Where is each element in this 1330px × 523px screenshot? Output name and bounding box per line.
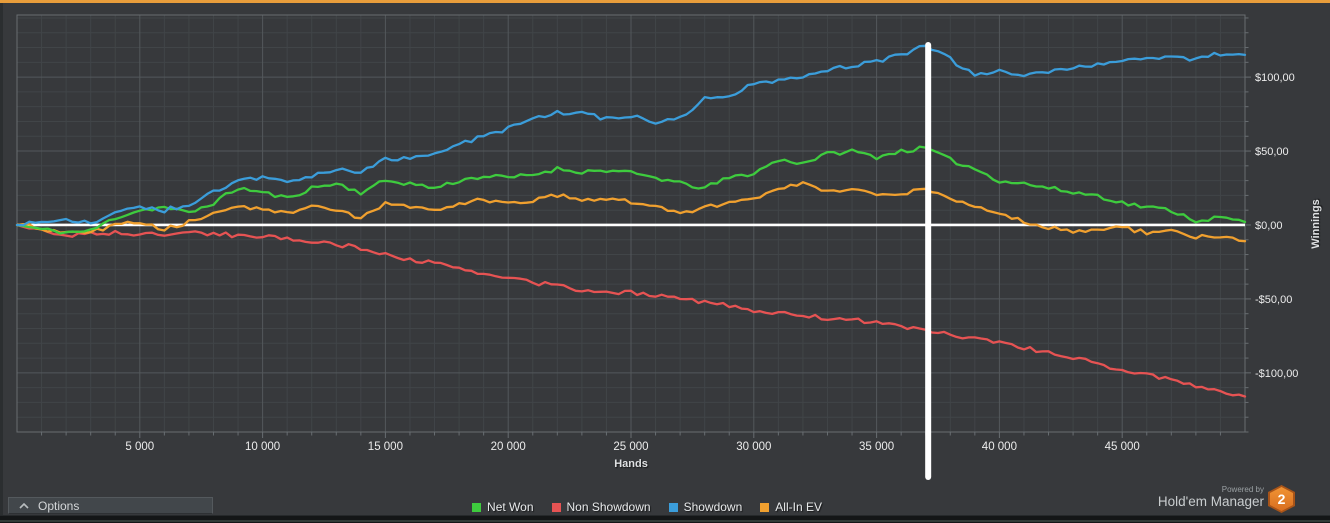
legend-item-showdown[interactable]: Showdown xyxy=(668,500,743,514)
x-tick-label: 20 000 xyxy=(491,441,526,453)
y-tick-label: -$100,00 xyxy=(1255,368,1298,380)
x-tick-label: 40 000 xyxy=(982,441,1017,453)
x-tick-label: 45 000 xyxy=(1105,441,1140,453)
legend-item-all-in-ev[interactable]: All-In EV xyxy=(760,500,822,514)
x-tick-label: 35 000 xyxy=(859,441,894,453)
legend-item-net-won[interactable]: Net Won xyxy=(472,500,534,514)
x-tick-label: 30 000 xyxy=(736,441,771,453)
x-axis-title: Hands xyxy=(614,458,648,470)
x-tick-label: 10 000 xyxy=(245,441,280,453)
window-top-accent xyxy=(0,0,1330,3)
legend-label-showdown: Showdown xyxy=(683,500,743,514)
series-line-all-in-ev xyxy=(15,181,1247,243)
window-left-edge xyxy=(0,3,3,523)
legend-label-non-showdown: Non Showdown xyxy=(566,500,651,514)
series-line-showdown xyxy=(15,44,1247,227)
x-tick-label: 5 000 xyxy=(125,441,154,453)
chart-legend: Net Won Non Showdown Showdown All-In EV xyxy=(0,498,1330,516)
legend-label-net-won: Net Won xyxy=(487,500,534,514)
legend-swatch-all-in-ev xyxy=(760,502,770,512)
options-button-label: Options xyxy=(38,498,80,513)
legend-label-all-in-ev: All-In EV xyxy=(775,500,822,514)
legend-swatch-non-showdown xyxy=(551,502,561,512)
y-tick-label: $50,00 xyxy=(1255,146,1289,158)
powered-by-text: Powered by xyxy=(1221,485,1264,494)
x-tick-label: 25 000 xyxy=(613,441,648,453)
hem2-logo-inner: 2 xyxy=(1270,487,1293,511)
series-line-non-showdown xyxy=(15,223,1247,398)
window-bottom-highlight xyxy=(0,520,1330,522)
legend-swatch-showdown xyxy=(668,502,678,512)
legend-item-non-showdown[interactable]: Non Showdown xyxy=(551,500,651,514)
y-tick-label: $0,00 xyxy=(1255,220,1283,232)
y-tick-label: -$50,00 xyxy=(1255,294,1292,306)
hem2-logo-number: 2 xyxy=(1277,491,1286,507)
legend-swatch-net-won xyxy=(472,502,482,512)
series-line-net-won xyxy=(15,145,1247,235)
brand-name-text: Hold'em Manager xyxy=(1157,494,1264,509)
chevron-up-icon xyxy=(19,502,29,509)
y-axis-title: Winnings xyxy=(1310,199,1322,249)
y-tick-label: $100,00 xyxy=(1255,72,1295,84)
options-button[interactable]: Options xyxy=(8,497,213,514)
x-tick-label: 15 000 xyxy=(368,441,403,453)
window-bottom-bar xyxy=(0,515,1330,523)
